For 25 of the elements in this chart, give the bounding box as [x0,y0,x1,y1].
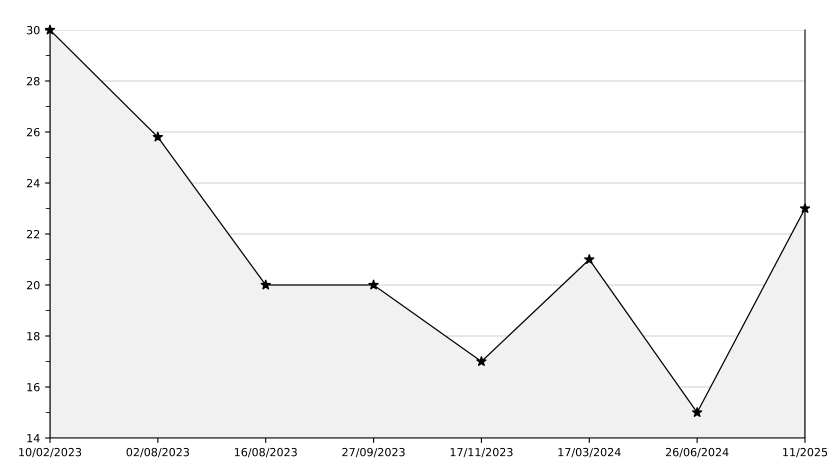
y-tick-label: 26 [26,128,40,136]
x-tick-label: 26/06/2024 [666,448,729,458]
point [152,132,163,142]
point [692,407,702,417]
y-tick-label: 20 [26,280,40,290]
x-tick-label: 17/11/2023 [450,448,513,458]
x-tick-label: 16/08/2023 [234,448,297,458]
x-tick-label: 27/09/2023 [342,448,405,458]
point [800,203,810,213]
y-tick-label: 14 [27,434,40,442]
x-tick-label: 17/03/2024 [558,448,621,458]
y-tick-label: 18 [27,332,40,340]
y-tick-label: 16 [27,382,40,392]
point [476,356,487,366]
y-tick-label: 24 [26,178,40,188]
y-tick-label: 30 [26,26,40,34]
point [260,280,271,290]
point [584,254,594,264]
point [44,24,56,34]
y-tick-label: 22 [26,230,40,238]
x-tick-label: 10/02/2023 [19,448,82,458]
point [368,280,379,290]
y-tick-label: 28 [26,76,40,86]
x-tick-label: 11/2025 [783,448,828,458]
x-tick-label: 02/08/2023 [126,448,189,458]
